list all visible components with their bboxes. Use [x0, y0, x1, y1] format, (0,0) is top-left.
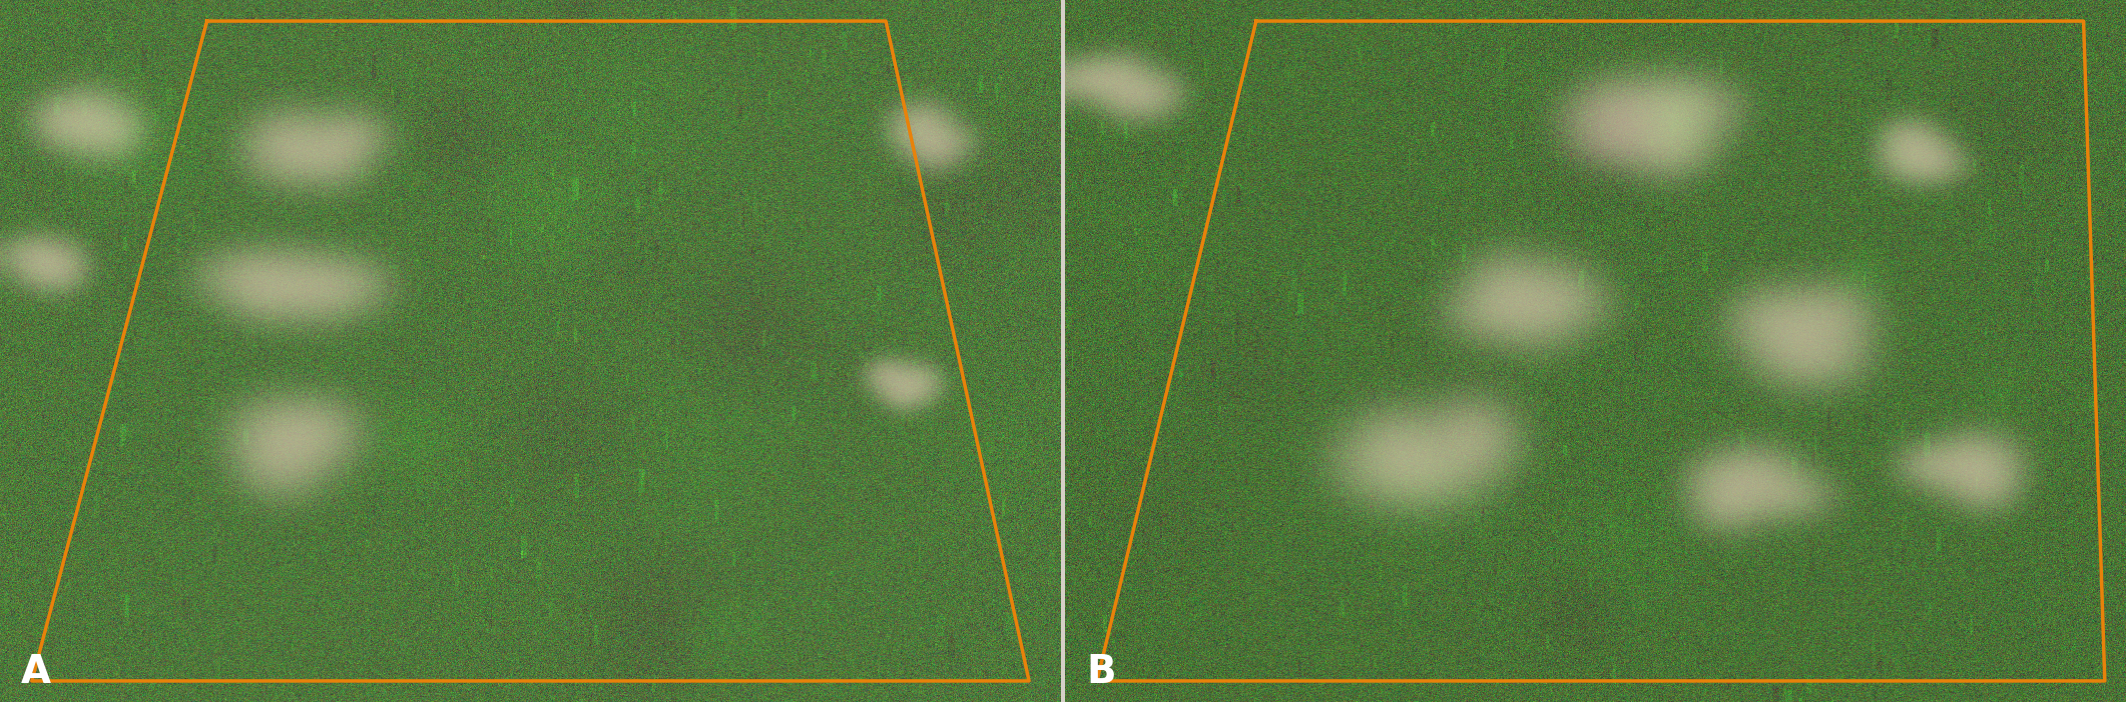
Text: B: B [1086, 653, 1116, 691]
Text: A: A [21, 653, 51, 691]
